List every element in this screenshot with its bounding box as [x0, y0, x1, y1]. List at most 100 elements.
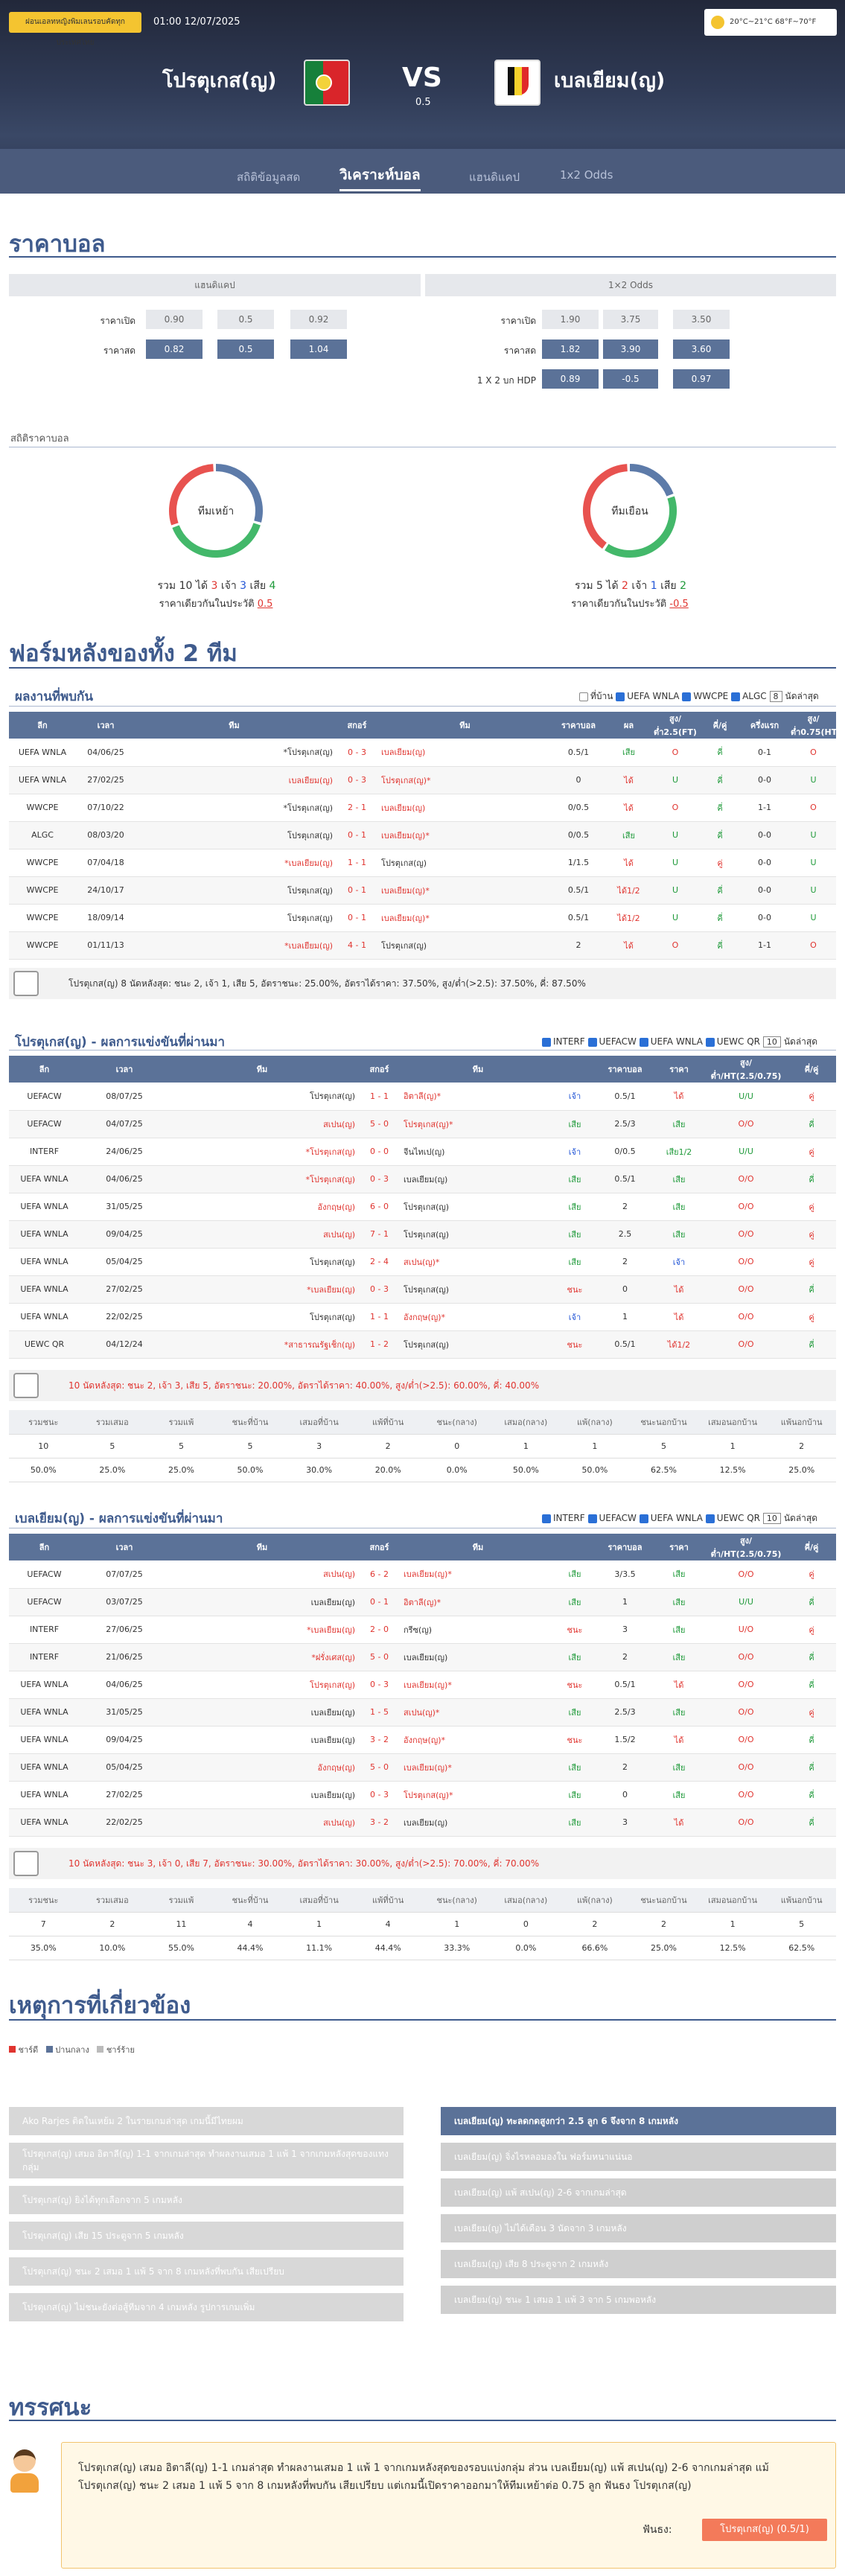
- hdp-close-home[interactable]: 0.82: [146, 339, 203, 359]
- related-news-item[interactable]: Ako Rarjes ติดในเหย้ม 2 ในรายเกมล่าสุด เ…: [9, 2107, 404, 2135]
- table-row[interactable]: INTERF 24/06/25 *โปรตุเกส(ญ) 0 - 0 จีนไทเป(ญ…: [9, 1138, 836, 1166]
- table-row[interactable]: WWCPE 18/09/14 โปรตุเกส(ญ) 0 - 1 เบลเยียม(ญ)…: [9, 904, 836, 932]
- related-news-item[interactable]: เบลเยียม(ญ) จิ่งไรหลอมองใน ฟอร์มหนาแน่นอ: [441, 2143, 836, 2171]
- away-recent-filters[interactable]: INTERF UEFACW UEFA WNLA UEWC QR 10 นัดล่า…: [542, 1511, 817, 1525]
- table-row[interactable]: UEFA WNLA 09/04/25 เบลเยียม(ญ) 3 - 2 อังกฤษ(…: [9, 1726, 836, 1754]
- stats-cell: รวมแพ้: [147, 1888, 216, 1913]
- 1x2-hdp-line[interactable]: -0.5: [603, 369, 658, 389]
- checkbox-icon[interactable]: [542, 1037, 551, 1047]
- checkbox-icon[interactable]: [587, 1037, 597, 1047]
- score-cell: 2 - 4: [355, 1248, 404, 1276]
- related-news-item[interactable]: โปรตุเกส(ญ) ยิงได้ทุกเลือกจาก 5 เกมหลัง: [9, 2186, 404, 2214]
- related-news-item[interactable]: เบลเยียม(ญ) แพ้ สเปน(ญ) 2-6 จากเกมล่าสุด: [441, 2178, 836, 2207]
- stats-cell: 11.1%: [284, 1936, 354, 1960]
- checkbox-icon[interactable]: [705, 1037, 715, 1047]
- related-news-item[interactable]: โปรตุเกส(ญ) เสมอ อิตาลี(ญ) 1-1 จากเกมล่า…: [9, 2143, 404, 2178]
- hdp-open-away[interactable]: 0.92: [290, 310, 347, 329]
- 1x2-open-away[interactable]: 3.50: [673, 310, 730, 329]
- 1x2-close-draw[interactable]: 3.90: [603, 339, 658, 359]
- hdp-close-line[interactable]: 0.5: [217, 339, 274, 359]
- table-row[interactable]: UEFA WNLA 31/05/25 เบลเยียม(ญ) 1 - 5 สเปน(ญ)…: [9, 1698, 836, 1727]
- table-row[interactable]: UEWC QR 04/12/24 *สาธารณรัฐเช็ก(ญ) 1 - 2 โปร…: [9, 1330, 836, 1359]
- home-team-cell: *เบลเยียม(ญ): [135, 849, 333, 877]
- 1x2-close-home[interactable]: 1.82: [542, 339, 599, 359]
- stats-cell: 0: [491, 1912, 561, 1936]
- hdp-open-line[interactable]: 0.5: [217, 310, 274, 329]
- table-row[interactable]: UEFA WNLA 04/06/25 *โปรตุเกส(ญ) 0 - 3 เบลเยี…: [9, 1165, 836, 1193]
- table-row[interactable]: UEFACW 04/07/25 สเปน(ญ) 5 - 0 โปรตุเกส(ญ)* เส…: [9, 1110, 836, 1138]
- table-row[interactable]: UEFACW 07/07/25 สเปน(ญ) 6 - 2 เบลเยียม(ญ)* เส…: [9, 1560, 836, 1589]
- table-row[interactable]: UEFA WNLA 04/06/25 *โปรตุเกส(ญ) 0 - 3 เบลเยี…: [9, 739, 836, 767]
- checkbox-icon[interactable]: [616, 692, 625, 701]
- table-row[interactable]: WWCPE 07/10/22 *โปรตุเกส(ญ) 2 - 1 เบลเยียม(ญ…: [9, 794, 836, 822]
- result-cell: ชนะ: [552, 1330, 597, 1359]
- tab-analysis[interactable]: วิเคราะห์บอล: [339, 164, 421, 191]
- odd-even-cell: คี่: [787, 1781, 836, 1809]
- related-news-item[interactable]: เบลเยียม(ญ) ทะลดกดสูงกว่า 2.5 ลูก 6 จึงจ…: [441, 2107, 836, 2135]
- checkbox-icon[interactable]: [639, 1037, 648, 1047]
- 1x2-open-draw[interactable]: 3.75: [603, 310, 658, 329]
- 1x2-close-away[interactable]: 3.60: [673, 339, 730, 359]
- column-header-score: สกอร์: [355, 1534, 404, 1560]
- odds-result-cell: เสีย: [653, 1220, 705, 1249]
- tab-1x2-odds[interactable]: 1x2 Odds: [560, 168, 613, 182]
- stats-cell: 11: [147, 1912, 216, 1936]
- table-row[interactable]: UEFA WNLA 31/05/25 อังกฤษ(ญ) 6 - 0 โปรตุเกส(…: [9, 1193, 836, 1221]
- checkbox-icon[interactable]: [731, 692, 741, 701]
- verdict-pick[interactable]: โปรตุเกส(ญ) (0.5/1): [702, 2519, 827, 2541]
- checkbox-icon[interactable]: [579, 692, 588, 701]
- home-team-cell: เบลเยียม(ญ): [169, 1726, 355, 1754]
- column-header-score: สกอร์: [333, 712, 381, 739]
- table-row[interactable]: WWCPE 24/10/17 โปรตุเกส(ญ) 0 - 1 เบลเยียม(ญ)…: [9, 876, 836, 905]
- table-row[interactable]: UEFACW 08/07/25 โปรตุเกส(ญ) 1 - 1 อิตาลี(ญ)*…: [9, 1083, 836, 1111]
- related-news-item[interactable]: โปรตุเกส(ญ) เสีย 15 ประตูจาก 5 เกมหลัง: [9, 2222, 404, 2250]
- score-cell: 0 - 3: [333, 766, 381, 794]
- 1x2-hdp-home[interactable]: 0.89: [542, 369, 599, 389]
- hdp-close-away[interactable]: 1.04: [290, 339, 347, 359]
- date-cell: 24/10/17: [76, 876, 135, 905]
- related-news-item[interactable]: โปรตุเกส(ญ) ไม่ชนะยังต่อสู้ทีมจาก 4 เกมห…: [9, 2293, 404, 2321]
- table-row[interactable]: UEFA WNLA 27/02/25 เบลเยียม(ญ) 0 - 3 โปรตุเก…: [9, 1781, 836, 1809]
- odd-even-cell: คี่: [701, 739, 739, 767]
- table-row[interactable]: UEFA WNLA 22/02/25 โปรตุเกส(ญ) 1 - 1 อังกฤษ(…: [9, 1303, 836, 1331]
- away-odds-summary: รวม 5 ได้ 2 เจ้า 1 เสีย 2: [574, 580, 686, 592]
- count-select[interactable]: 8: [769, 691, 782, 702]
- table-row[interactable]: ALGC 08/03/20 โปรตุเกส(ญ) 0 - 1 เบลเยียม(ญ)*…: [9, 821, 836, 849]
- table-row[interactable]: UEFA WNLA 27/02/25 เบลเยียม(ญ) 0 - 3 โปรตุเก…: [9, 766, 836, 794]
- over-under-cell: O/O: [705, 1165, 787, 1193]
- h2h-filters[interactable]: ที่บ้าน UEFA WNLA WWCPE ALGC 8 นัดล่าสุด: [579, 689, 819, 704]
- home-recent-filters[interactable]: INTERF UEFACW UEFA WNLA UEWC QR 10 นัดล่า…: [542, 1035, 817, 1049]
- stats-cell: 0.0%: [491, 1936, 561, 1960]
- count-select[interactable]: 10: [762, 1036, 781, 1048]
- table-row[interactable]: INTERF 21/06/25 *ฝรั่งเศส(ญ) 5 - 0 เบลเยียม(…: [9, 1643, 836, 1671]
- related-news-item[interactable]: เบลเยียม(ญ) ชนะ 1 เสมอ 1 แพ้ 3 จาก 5 เกม…: [441, 2286, 836, 2314]
- score-cell: 1 - 1: [355, 1303, 404, 1331]
- checkbox-icon[interactable]: [639, 1514, 648, 1523]
- checkbox-icon[interactable]: [587, 1514, 597, 1523]
- table-row[interactable]: UEFA WNLA 05/04/25 โปรตุเกส(ญ) 2 - 4 สเปน(ญ)…: [9, 1248, 836, 1276]
- table-row[interactable]: UEFA WNLA 04/06/25 โปรตุเกส(ญ) 0 - 3 เบลเยีย…: [9, 1671, 836, 1699]
- table-row[interactable]: UEFA WNLA 05/04/25 อังกฤษ(ญ) 5 - 0 เบลเยียม(…: [9, 1753, 836, 1782]
- checkbox-icon[interactable]: [542, 1514, 551, 1523]
- related-news-item[interactable]: เบลเยียม(ญ) เสีย 8 ประตูจาก 2 เกมหลัง: [441, 2250, 836, 2278]
- table-row[interactable]: UEFACW 03/07/25 เบลเยียม(ญ) 0 - 1 อิตาลี(ญ)*…: [9, 1588, 836, 1616]
- 1x2-open-home[interactable]: 1.90: [542, 310, 599, 329]
- checkbox-icon[interactable]: [682, 692, 692, 701]
- table-row[interactable]: INTERF 27/06/25 *เบลเยียม(ญ) 2 - 0 กรีซ(ญ) ชน…: [9, 1616, 836, 1644]
- notice-button[interactable]: ฝอนเอลทหญิงพิมเลนรอบคัดทุกประเทศไทย: [9, 12, 141, 47]
- tab-handicap[interactable]: แฮนดิแคป: [469, 170, 520, 184]
- table-row[interactable]: UEFA WNLA 22/02/25 สเปน(ญ) 3 - 2 เบลเยียม(ญ)…: [9, 1808, 836, 1837]
- related-news-item[interactable]: เบลเยียม(ญ) ไม่ได้เดือน 3 นัดจาก 3 เกมหล…: [441, 2214, 836, 2242]
- checkbox-icon[interactable]: [705, 1514, 715, 1523]
- table-row[interactable]: UEFA WNLA 09/04/25 สเปน(ญ) 7 - 1 โปรตุเกส(ญ)…: [9, 1220, 836, 1249]
- table-row[interactable]: WWCPE 07/04/18 *เบลเยียม(ญ) 1 - 1 โปรตุเกส(ญ…: [9, 849, 836, 877]
- table-row[interactable]: WWCPE 01/11/13 *เบลเยียม(ญ) 4 - 1 โปรตุเกส(ญ…: [9, 931, 836, 960]
- tab-live-stats[interactable]: สถิติข้อมูลสด: [237, 170, 301, 184]
- stats-cell: 2: [629, 1912, 698, 1936]
- hdp-open-home[interactable]: 0.90: [146, 310, 203, 329]
- date-cell: 22/02/25: [80, 1303, 169, 1331]
- table-row[interactable]: UEFA WNLA 27/02/25 *เบลเยียม(ญ) 0 - 3 โปรตุเ…: [9, 1275, 836, 1304]
- 1x2-hdp-away[interactable]: 0.97: [673, 369, 730, 389]
- count-select[interactable]: 10: [762, 1513, 781, 1524]
- related-news-item[interactable]: โปรตุเกส(ญ) ชนะ 2 เสมอ 1 แพ้ 5 จาก 8 เกม…: [9, 2257, 404, 2286]
